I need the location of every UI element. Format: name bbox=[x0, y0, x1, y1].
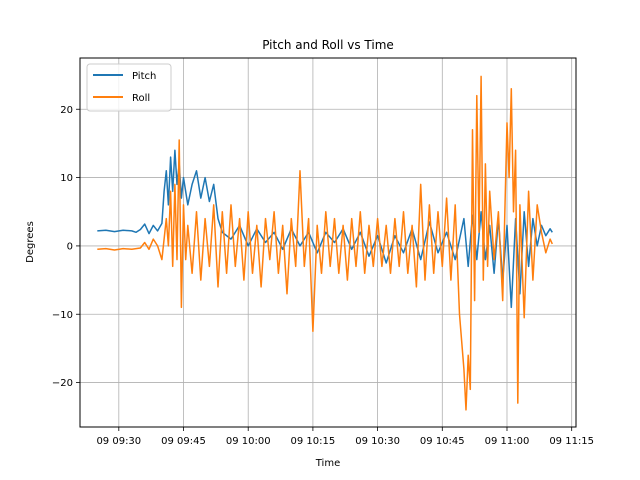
y-tick-label: −20 bbox=[52, 378, 73, 389]
y-tick-label: 20 bbox=[60, 105, 73, 116]
x-tick-label: 09 11:15 bbox=[549, 436, 594, 447]
x-tick-label: 09 09:30 bbox=[96, 436, 141, 447]
x-tick-label: 09 10:15 bbox=[291, 436, 336, 447]
y-axis-ticks: −20 −10 0 10 20 bbox=[52, 105, 80, 389]
plot-frame bbox=[79, 57, 577, 428]
y-axis-label: Degrees bbox=[25, 221, 36, 263]
y-tick-label: −10 bbox=[52, 310, 73, 321]
x-tick-label: 09 10:00 bbox=[226, 436, 271, 447]
series-line-roll bbox=[97, 75, 553, 411]
legend-roll-label: Roll bbox=[132, 93, 150, 104]
chart-title: Pitch and Roll vs Time bbox=[262, 38, 394, 52]
x-axis-label: Time bbox=[315, 458, 340, 469]
x-tick-label: 09 11:00 bbox=[485, 436, 530, 447]
x-tick-label: 09 10:30 bbox=[355, 436, 400, 447]
x-tick-label: 09 09:45 bbox=[161, 436, 206, 447]
legend: Pitch Roll bbox=[86, 63, 172, 112]
legend-box bbox=[86, 63, 172, 112]
x-tick-label: 09 10:45 bbox=[420, 436, 465, 447]
series-layer bbox=[97, 75, 553, 411]
y-tick-label: 0 bbox=[67, 241, 73, 252]
legend-pitch-label: Pitch bbox=[132, 71, 156, 82]
y-tick-label: 10 bbox=[60, 173, 73, 184]
x-axis-ticks: 09 09:30 09 09:45 09 10:00 09 10:15 09 10:30… bbox=[96, 427, 594, 447]
